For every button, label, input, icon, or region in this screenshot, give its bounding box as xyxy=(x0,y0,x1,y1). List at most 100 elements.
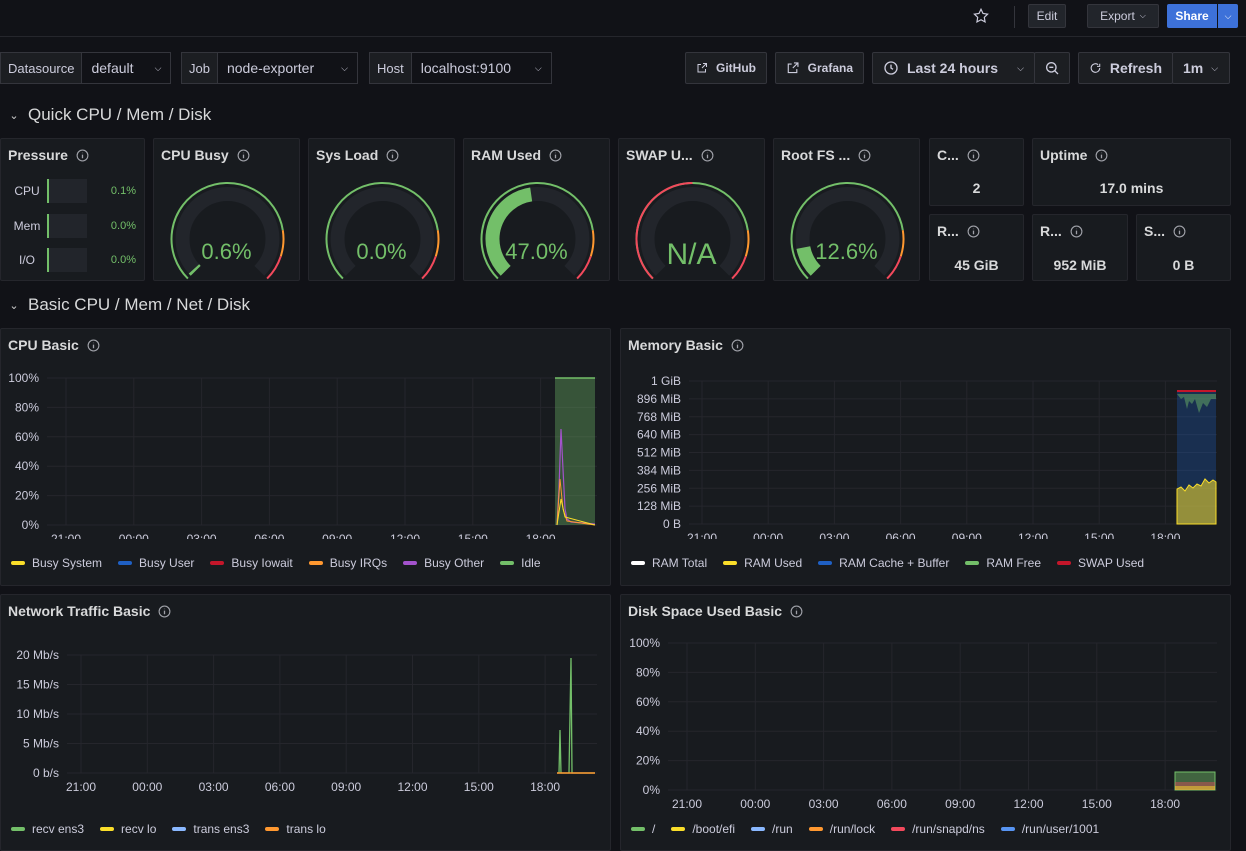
clock-icon xyxy=(884,61,898,75)
legend-item[interactable]: Busy Other xyxy=(403,556,484,570)
info-icon[interactable] xyxy=(87,339,100,352)
zoom-out-icon xyxy=(1046,61,1059,75)
network-basic-chart[interactable]: 20 Mb/s 15 Mb/s 10 Mb/s 5 Mb/s 0 b/s 21:00 00:… xyxy=(1,635,610,815)
legend-swatch xyxy=(631,561,645,565)
info-icon[interactable] xyxy=(158,605,171,618)
job-value: node-exporter xyxy=(226,60,315,76)
info-icon[interactable] xyxy=(790,605,803,618)
memory-basic-chart[interactable]: 1 GiB 896 MiB 768 MiB 640 MiB 512 MiB 384 MiB… xyxy=(621,369,1230,539)
legend-item[interactable]: SWAP Used xyxy=(1057,556,1144,570)
edit-button[interactable]: Edit xyxy=(1028,4,1066,28)
info-icon[interactable] xyxy=(858,149,871,162)
row-basic-header[interactable]: ⌄ Basic CPU / Mem / Net / Disk xyxy=(0,293,250,317)
info-icon[interactable] xyxy=(1173,225,1186,238)
pressure-bar xyxy=(47,248,87,272)
y-tick-label: 40% xyxy=(636,724,660,738)
github-link[interactable]: GitHub xyxy=(685,52,767,84)
legend-item[interactable]: Busy IRQs xyxy=(308,556,387,570)
legend-item[interactable]: RAM Cache + Buffer xyxy=(818,556,949,570)
legend-label: RAM Total xyxy=(652,556,708,570)
chart-legend: RAM Total RAM Used RAM Cache + Buffer RAM F… xyxy=(631,556,1144,570)
info-icon[interactable] xyxy=(967,149,980,162)
info-icon[interactable] xyxy=(549,149,562,162)
x-tick-label: 09:00 xyxy=(322,532,352,539)
y-tick-label: 80% xyxy=(636,665,660,679)
info-icon[interactable] xyxy=(76,149,89,162)
gauge-panel: Sys Load 0.0% xyxy=(308,138,455,281)
legend-item[interactable]: trans ens3 xyxy=(172,822,249,836)
pressure-label: Mem xyxy=(13,219,41,233)
x-tick-label: 09:00 xyxy=(952,531,982,539)
grafana-link[interactable]: Grafana xyxy=(775,52,864,84)
share-menu-button[interactable]: ⌵ xyxy=(1218,4,1238,28)
refresh-button[interactable]: Refresh xyxy=(1078,52,1173,84)
legend-item[interactable]: /run/snapd/ns xyxy=(891,822,985,836)
stat-value: 2 xyxy=(972,180,981,196)
x-tick-label: 00:00 xyxy=(753,531,783,539)
legend-item[interactable]: RAM Free xyxy=(965,556,1041,570)
legend-item[interactable]: RAM Used xyxy=(723,556,802,570)
disk-basic-chart[interactable]: 100% 80% 60% 40% 20% 0% 21:00 00:00 03:00 06:00 09… xyxy=(621,635,1230,815)
datasource-select[interactable]: default ⌵ xyxy=(82,52,172,84)
y-tick-label: 384 MiB xyxy=(637,463,681,477)
job-label: Job xyxy=(181,52,218,84)
job-variable: Job node-exporter ⌵ xyxy=(181,52,358,84)
zoom-out-button[interactable] xyxy=(1034,52,1070,84)
pressure-row-cpu: CPU 0.1% xyxy=(11,179,136,203)
pressure-bar xyxy=(47,179,87,203)
legend-item[interactable]: RAM Total xyxy=(631,556,707,570)
time-range-picker[interactable]: Last 24 hours ⌵ xyxy=(872,52,1035,84)
x-tick-label: 12:00 xyxy=(397,780,427,794)
info-icon[interactable] xyxy=(1070,225,1083,238)
legend-item[interactable]: recv ens3 xyxy=(11,822,84,836)
x-tick-label: 03:00 xyxy=(199,780,229,794)
pressure-row-io: I/O 0.0% xyxy=(11,248,136,272)
external-link-icon xyxy=(697,63,707,73)
x-tick-label: 21:00 xyxy=(672,797,702,811)
legend-label: /run/lock xyxy=(829,822,876,836)
info-icon[interactable] xyxy=(701,149,714,162)
info-icon[interactable] xyxy=(731,339,744,352)
legend-item[interactable]: recv lo xyxy=(100,822,156,836)
gauge-value: 0.6% xyxy=(201,239,252,264)
host-label: Host xyxy=(369,52,412,84)
legend-label: recv lo xyxy=(121,822,157,836)
legend-label: trans lo xyxy=(286,822,326,836)
busy-system-line xyxy=(556,498,596,526)
star-icon[interactable] xyxy=(972,7,990,25)
legend-swatch xyxy=(818,561,833,565)
info-icon[interactable] xyxy=(1095,149,1108,162)
host-select[interactable]: localhost:9100 ⌵ xyxy=(411,52,552,84)
legend-item[interactable]: Busy User xyxy=(118,556,194,570)
y-tick-label: 0 B xyxy=(663,517,681,531)
legend-item[interactable]: /boot/efi xyxy=(671,822,735,836)
legend-item[interactable]: / xyxy=(631,822,655,836)
ram-used-area xyxy=(1176,478,1217,525)
y-tick-label: 100% xyxy=(629,636,660,650)
export-button[interactable]: Export ⌵ xyxy=(1087,4,1159,28)
x-tick-label: 00:00 xyxy=(119,532,149,539)
info-icon[interactable] xyxy=(967,225,980,238)
legend-swatch xyxy=(265,827,280,831)
chevron-down-icon: ⌵ xyxy=(1139,11,1146,20)
job-select[interactable]: node-exporter ⌵ xyxy=(217,52,358,84)
gauge-arc xyxy=(170,182,285,280)
info-icon[interactable] xyxy=(386,149,399,162)
info-icon[interactable] xyxy=(237,149,250,162)
legend-item[interactable]: Busy Iowait xyxy=(210,556,293,570)
legend-item[interactable]: Busy System xyxy=(11,556,102,570)
row-quick-title: Quick CPU / Mem / Disk xyxy=(28,105,212,124)
legend-item[interactable]: trans lo xyxy=(265,822,326,836)
share-button[interactable]: Share xyxy=(1167,4,1217,28)
legend-item[interactable]: Idle xyxy=(500,556,541,570)
chart-legend: Busy System Busy User Busy Iowait Busy IRQs… xyxy=(11,556,541,570)
recv-ens3-line xyxy=(557,657,595,774)
legend-item[interactable]: /run/lock xyxy=(808,822,876,836)
legend-item[interactable]: /run/user/1001 xyxy=(1000,822,1099,836)
refresh-interval-select[interactable]: 1m ⌵ xyxy=(1172,52,1230,84)
cpu-basic-chart[interactable]: 100% 80% 60% 40% 20% 0% 21:00 00:00 03:00 06:00 09… xyxy=(1,369,610,539)
y-tick-label: 60% xyxy=(636,695,660,709)
row-quick-header[interactable]: ⌄ Quick CPU / Mem / Disk xyxy=(0,103,211,127)
legend-item[interactable]: /run xyxy=(751,822,793,836)
x-tick-label: 09:00 xyxy=(945,797,975,811)
